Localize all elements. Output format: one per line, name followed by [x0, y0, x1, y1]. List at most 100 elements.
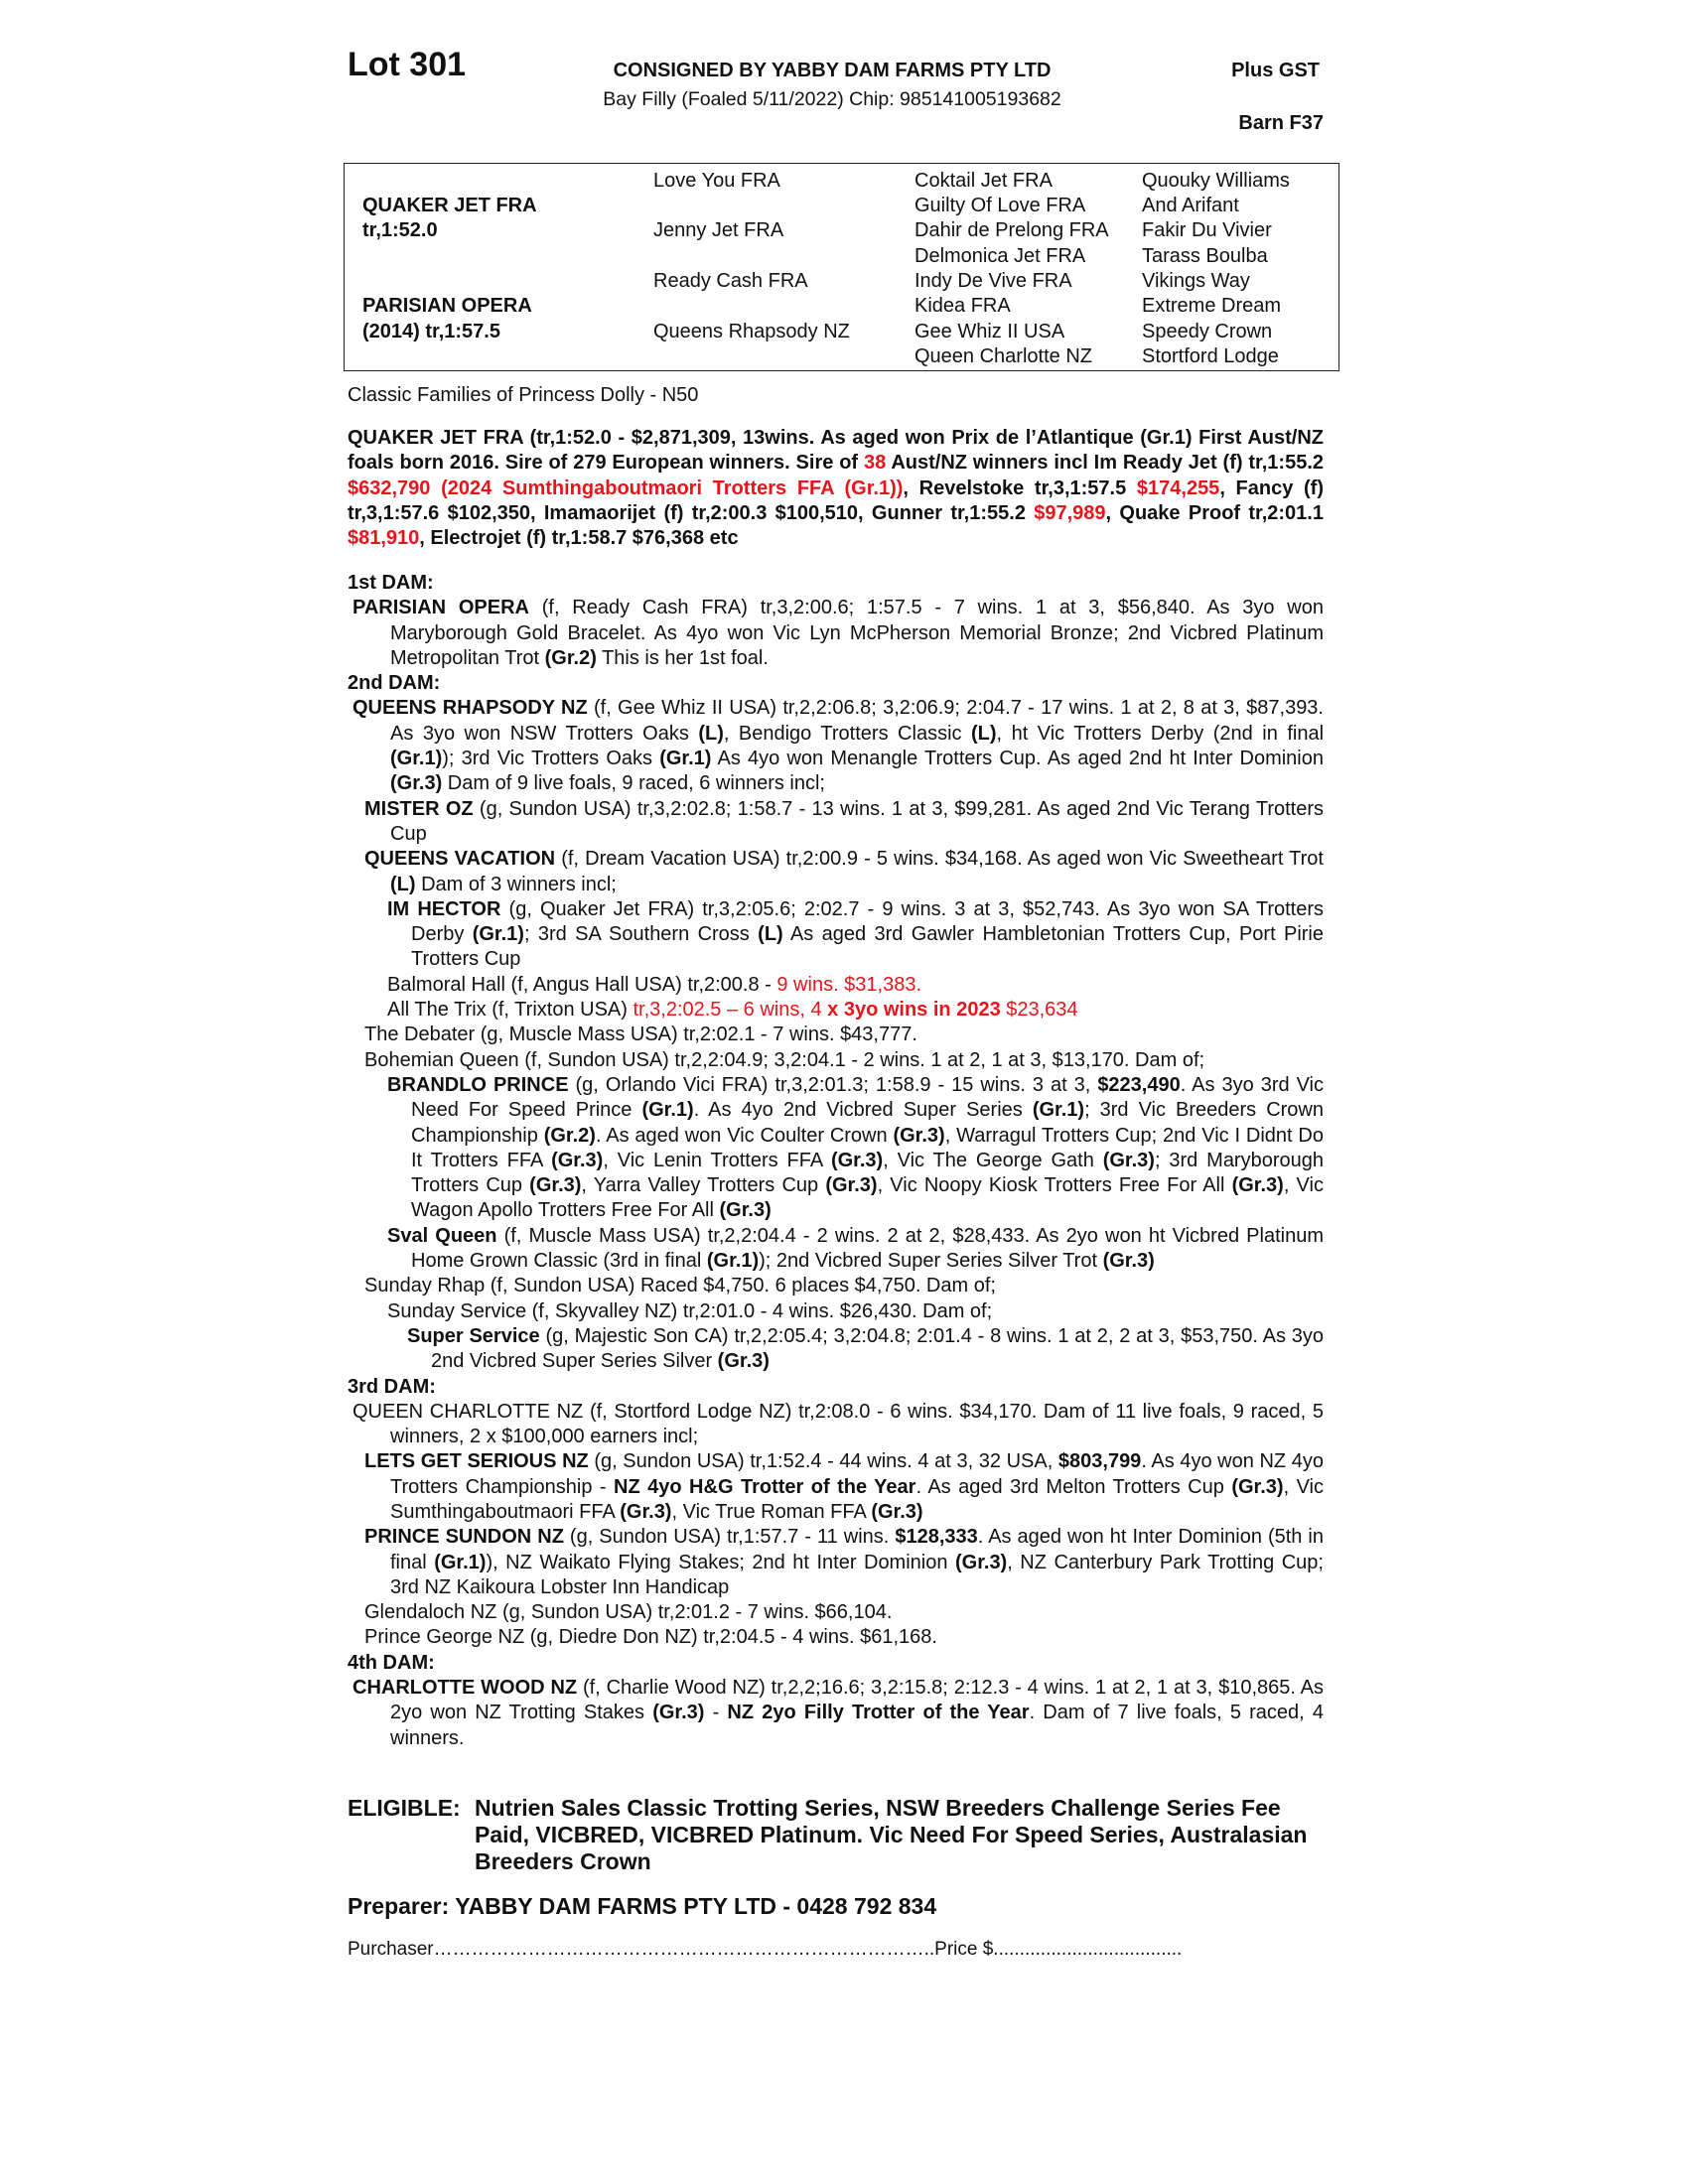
text-run: ); 2nd Vicbred Super Series Silver Trot: [759, 1250, 1103, 1273]
text-run: ); 3rd Vic Trotters Oaks: [442, 748, 660, 770]
dam-lines: 1st DAM: PARISIAN OPERA (f, Ready Cash FR…: [348, 571, 1324, 1751]
text-run: , NZ Canterbury Park Trotting Cup; 3rd N…: [390, 1551, 1324, 1598]
bold-text: (Gr.3): [390, 772, 443, 795]
progeny-entry: Balmoral Hall (f, Angus Hall USA) tr,2:0…: [348, 973, 1324, 998]
text-run: QUAKER JET FRA (tr,1:52.0 - $2,871,309, …: [348, 427, 1324, 475]
text-run: . As 3yo 3rd Vic Need For Speed Prince: [411, 1073, 1325, 1122]
text-run: , Warragul Trotters Cup; 2nd Vic I Didnt…: [411, 1124, 1324, 1171]
highlight-text: $23,634: [1000, 999, 1078, 1022]
progeny-entry: Sunday Service (f, Skyvalley NZ) tr,2:01…: [348, 1299, 1324, 1324]
bold-text: (Gr.3): [551, 1149, 604, 1171]
text-run: The Debater (g, Muscle Mass USA) tr,2:02…: [364, 1024, 917, 1046]
dam-heading: 3rd DAM:: [348, 1375, 436, 1398]
bold-text: IM HECTOR: [387, 897, 501, 920]
bold-text: (Gr.3): [871, 1500, 923, 1523]
barn-location: Barn F37: [1238, 112, 1324, 134]
progeny-entry: MISTER OZ (g, Sundon USA) tr,3,2:02.8; 1…: [348, 797, 1324, 848]
text-run: (f, Muscle Mass USA) tr,2,2:04.4 - 2 win…: [411, 1224, 1324, 1273]
text-run: ; 3rd Maryborough Trotters Cup: [411, 1149, 1324, 1197]
bold-text: (Gr.1): [659, 748, 712, 770]
text-run: This is her 1st foal.: [596, 646, 769, 669]
bold-text: (Gr.2): [543, 1124, 596, 1147]
text-run: (f, Charlie Wood NZ) tr,2,2;16.6; 3,2:15…: [390, 1677, 1325, 1724]
eligible-label: ELIGIBLE:: [348, 1795, 461, 1821]
dam-record: (2014) tr,1:57.5: [362, 321, 500, 342]
text-run: Balmoral Hall (f, Angus Hall USA) tr,2:0…: [387, 973, 777, 996]
bold-text: (Gr.3): [1102, 1149, 1155, 1171]
text-run: (g, Sundon USA) tr,3,2:02.8; 1:58.7 - 13…: [390, 797, 1324, 845]
bold-text: (Gr.1): [706, 1250, 760, 1273]
text-run: (g, Orlando Vici FRA) tr,3,2:01.3; 1:58.…: [568, 1073, 1098, 1096]
progeny-entry: Sunday Rhap (f, Sundon USA) Raced $4,750…: [348, 1274, 1324, 1298]
progeny-entry: QUEEN CHARLOTTE NZ (f, Stortford Lodge N…: [348, 1400, 1324, 1450]
progeny-entry: IM HECTOR (g, Quaker Jet FRA) tr,3,2:05.…: [348, 897, 1324, 973]
progeny-entry: Super Service (g, Majestic Son CA) tr,2,…: [348, 1324, 1324, 1375]
highlight-text: x 3yo wins in 2023: [827, 999, 1001, 1022]
bold-text: LETS GET SERIOUS NZ: [364, 1450, 589, 1473]
progeny-entry: BRANDLO PRINCE (g, Orlando Vici FRA) tr,…: [348, 1073, 1324, 1224]
bold-text: NZ 2yo Filly Trotter of the Year: [727, 1702, 1030, 1724]
text-run: QUEEN CHARLOTTE NZ (f, Stortford Lodge N…: [352, 1400, 1324, 1448]
text-run: (f, Ready Cash FRA) tr,3,2:00.6; 1:57.5 …: [390, 597, 1324, 669]
dam-heading: 4th DAM:: [348, 1651, 435, 1674]
text-run: All The Trix (f, Trixton USA): [387, 999, 633, 1022]
text-run: ; 3rd SA Southern Cross: [523, 923, 759, 946]
text-run: Dam of 3 winners incl;: [415, 873, 617, 895]
text-run: . As aged 3rd Melton Trotters Cup: [915, 1475, 1232, 1498]
text-run: Glendaloch NZ (g, Sundon USA) tr,2:01.2 …: [364, 1601, 893, 1624]
bold-text: MISTER OZ: [364, 797, 474, 820]
text-run: Sunday Service (f, Skyvalley NZ) tr,2:01…: [387, 1299, 993, 1322]
progeny-entry: QUEENS VACATION (f, Dream Vacation USA) …: [348, 847, 1324, 897]
sire-name: QUAKER JET FRA: [362, 195, 537, 216]
bold-text: (Gr.3): [529, 1174, 582, 1197]
pedigree-gen3: Indy De Vive FRA: [914, 270, 1072, 292]
pedigree-gen2: Jenny Jet FRA: [653, 219, 784, 241]
bold-text: (Gr.3): [620, 1500, 672, 1523]
bold-text: (Gr.3): [830, 1149, 884, 1171]
text-run: (g, Sundon USA) tr,1:57.7 - 11 wins.: [563, 1526, 896, 1549]
text-run: Dam of 9 live foals, 9 raced, 6 winners …: [442, 772, 825, 795]
dam-name: PARISIAN OPERA: [362, 295, 532, 317]
pedigree-gen3: Coktail Jet FRA: [914, 170, 1053, 192]
text-run: . As aged won ht Inter Dominion (5th in …: [390, 1526, 1324, 1573]
bold-text: (Gr.1): [434, 1551, 487, 1573]
text-run: , Revelstoke tr,3,1:57.5: [903, 477, 1137, 499]
text-run: , Vic The George Gath: [883, 1149, 1103, 1171]
consignor: CONSIGNED BY YABBY DAM FARMS PTY LTD: [613, 60, 1052, 81]
progeny-entry: Prince George NZ (g, Diedre Don NZ) tr,2…: [348, 1625, 1324, 1650]
progeny-entry: PARISIAN OPERA (f, Ready Cash FRA) tr,3,…: [348, 596, 1324, 671]
progeny-entry: All The Trix (f, Trixton USA) tr,3,2:02.…: [348, 998, 1324, 1023]
pedigree-gen2: Ready Cash FRA: [653, 270, 808, 292]
text-run: As 4yo won Menangle Trotters Cup. As age…: [711, 748, 1324, 770]
progeny-entry: PRINCE SUNDON NZ (g, Sundon USA) tr,1:57…: [348, 1525, 1324, 1600]
text-run: Sunday Rhap (f, Sundon USA) Raced $4,750…: [364, 1275, 996, 1297]
purchaser-price-line: Purchaser……………………………………………………………………..Pri…: [348, 1939, 1183, 1960]
bold-text: (L): [390, 873, 416, 895]
text-run: (g, Sundon USA) tr,1:52.4 - 44 wins. 4 a…: [588, 1450, 1058, 1473]
bold-text: PARISIAN OPERA: [352, 597, 529, 619]
lot-number: Lot 301: [348, 46, 467, 83]
pedigree-gen4: Quouky Williams: [1142, 170, 1290, 192]
highlight-text: 9 wins. $31,383.: [776, 973, 922, 996]
bold-text: (L): [698, 722, 724, 745]
bold-text: (Gr.3): [652, 1702, 705, 1724]
text-run: (g, Majestic Son CA) tr,2,2:05.4; 3,2:04…: [431, 1324, 1324, 1373]
pedigree-gen3: Kidea FRA: [914, 295, 1011, 317]
eligible-text: Nutrien Sales Classic Trotting Series, N…: [475, 1795, 1308, 1874]
bold-text: BRANDLO PRINCE: [387, 1073, 569, 1096]
bold-text: (Gr.3): [719, 1199, 772, 1222]
bold-text: (Gr.3): [717, 1350, 770, 1373]
bold-text: (L): [758, 923, 783, 946]
text-run: . Dam of 7 live foals, 5 raced, 4 winner…: [390, 1702, 1324, 1749]
bold-text: (Gr.1): [1032, 1099, 1085, 1122]
highlight-text: $81,910: [348, 527, 420, 550]
bold-text: (Gr.1): [390, 748, 443, 770]
pedigree-gen4: Extreme Dream: [1142, 295, 1282, 317]
progeny-entry: LETS GET SERIOUS NZ (g, Sundon USA) tr,1…: [348, 1449, 1324, 1525]
highlight-text: $632,790 (2024 Sumthingaboutmaori Trotte…: [348, 477, 904, 499]
dam-heading: 2nd DAM:: [348, 672, 441, 695]
bold-text: (Gr.2): [544, 646, 597, 669]
text-run: -: [704, 1702, 728, 1724]
pedigree-table: QUAKER JET FRA tr,1:52.0 PARISIAN OPERA …: [344, 163, 1339, 371]
highlight-text: 38: [863, 452, 887, 475]
